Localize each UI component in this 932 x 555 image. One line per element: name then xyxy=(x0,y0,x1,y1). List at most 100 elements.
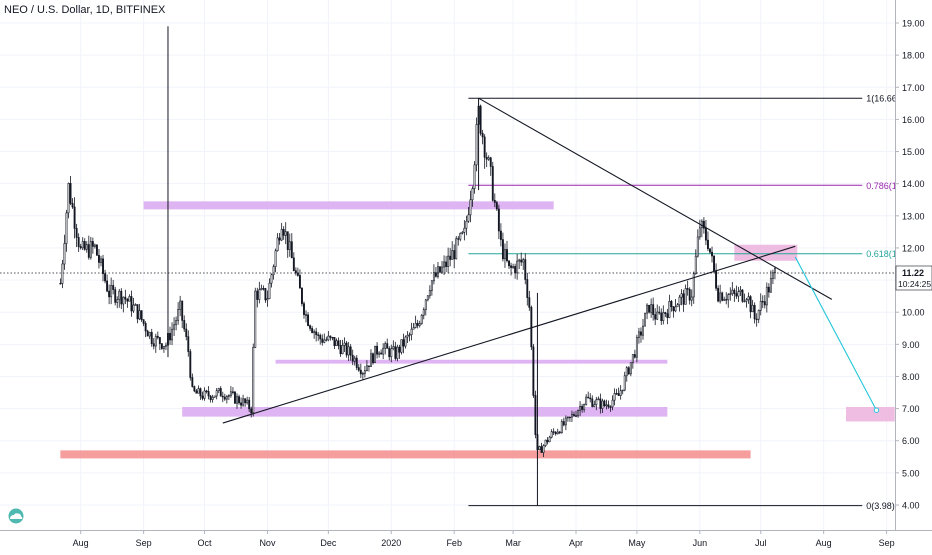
x-tick-label: Nov xyxy=(259,538,276,548)
candles xyxy=(59,26,776,506)
candle-body xyxy=(77,237,80,247)
y-tick-label: 17.00 xyxy=(902,83,925,93)
candle-body xyxy=(272,266,275,276)
candle-body xyxy=(95,244,98,256)
candle-body xyxy=(126,298,129,302)
candle-body xyxy=(434,272,437,277)
candle-body xyxy=(491,166,494,201)
fib-level-label: 0.786(13.95) xyxy=(866,181,917,191)
candle-body xyxy=(499,230,502,240)
candle-body xyxy=(723,299,726,301)
candle-body xyxy=(171,328,173,341)
candle-body xyxy=(508,260,510,267)
candle-body xyxy=(485,156,488,160)
candle-body xyxy=(146,330,149,337)
candle-body xyxy=(175,320,178,326)
candle-body xyxy=(475,124,478,166)
candle-body xyxy=(609,406,612,408)
candle-body xyxy=(215,390,218,397)
candle-body xyxy=(733,289,736,294)
candle-body xyxy=(595,399,598,405)
zones xyxy=(60,201,895,459)
candle-body xyxy=(85,244,88,250)
candle-body xyxy=(516,260,519,274)
candle-body xyxy=(112,285,115,290)
candle-body xyxy=(577,410,579,417)
candle-body xyxy=(388,348,391,358)
candle-body xyxy=(430,280,433,291)
candle-body xyxy=(623,375,626,391)
candle-body xyxy=(698,227,701,238)
candle-body xyxy=(510,265,512,268)
candle-body xyxy=(629,362,632,375)
candle-body xyxy=(686,288,689,290)
candle-body xyxy=(286,231,289,250)
candle-body xyxy=(443,261,446,268)
candle-body xyxy=(627,367,630,375)
candle-body xyxy=(209,395,212,400)
candle-body xyxy=(463,227,466,233)
candle-body xyxy=(59,282,62,285)
candle-body xyxy=(690,296,693,301)
candle-body xyxy=(520,259,523,263)
trendlines xyxy=(222,97,880,424)
projection-endpoint xyxy=(873,407,880,413)
candle-body xyxy=(504,249,506,260)
candle-body xyxy=(727,294,730,301)
candle-body xyxy=(656,311,659,320)
candle-body xyxy=(540,446,543,453)
candle-body xyxy=(118,290,121,300)
candle-body xyxy=(637,331,640,338)
candle-body xyxy=(282,228,285,236)
candle-body xyxy=(432,272,435,282)
candle-body xyxy=(294,270,297,274)
candle-body xyxy=(238,396,240,404)
candle-body xyxy=(408,334,411,336)
candle-body xyxy=(579,406,582,411)
fibonacci-levels: 1(16.66) 0.786(13.95) 0.618(11.82) 0(3.98) xyxy=(468,94,917,511)
candle-body xyxy=(528,297,531,308)
candle-body xyxy=(402,339,405,347)
candle-body xyxy=(142,319,145,324)
candle-body xyxy=(236,396,238,404)
candle-body xyxy=(747,296,750,300)
candle-body xyxy=(501,239,504,260)
key-level-zone xyxy=(60,450,751,459)
candle-body xyxy=(426,295,429,301)
grid xyxy=(0,0,895,530)
candle-body xyxy=(418,323,421,326)
candle-body xyxy=(246,399,249,404)
candle-body xyxy=(424,299,427,310)
candle-body xyxy=(633,354,636,358)
candle-body xyxy=(67,183,70,214)
x-tick-label: Mar xyxy=(505,538,521,548)
candle-body xyxy=(284,231,287,236)
candle-body xyxy=(607,404,610,408)
candle-body xyxy=(357,367,360,371)
candle-body xyxy=(317,334,320,336)
candle-body xyxy=(138,310,141,320)
candle-body xyxy=(619,390,622,396)
x-tick-label: Sep xyxy=(879,538,895,548)
y-tick-label: 15.00 xyxy=(902,147,925,157)
y-tick-label: 4.00 xyxy=(902,501,920,511)
candle-body xyxy=(98,255,100,263)
candle-body xyxy=(449,255,452,260)
candle-body xyxy=(757,310,760,320)
candle-body xyxy=(274,250,277,267)
candle-body xyxy=(390,348,393,358)
candle-body xyxy=(453,250,456,260)
candle-body xyxy=(755,318,758,321)
candle-body xyxy=(666,313,669,318)
candle-body xyxy=(278,237,281,241)
candle-body xyxy=(420,314,423,324)
candle-body xyxy=(396,346,399,359)
candle-body xyxy=(414,322,417,328)
tradingview-cloud-icon[interactable] xyxy=(6,508,26,524)
x-tick-label: Dec xyxy=(320,538,337,548)
candle-body xyxy=(313,331,316,333)
candle-body xyxy=(61,263,64,284)
candle-body xyxy=(361,373,364,375)
